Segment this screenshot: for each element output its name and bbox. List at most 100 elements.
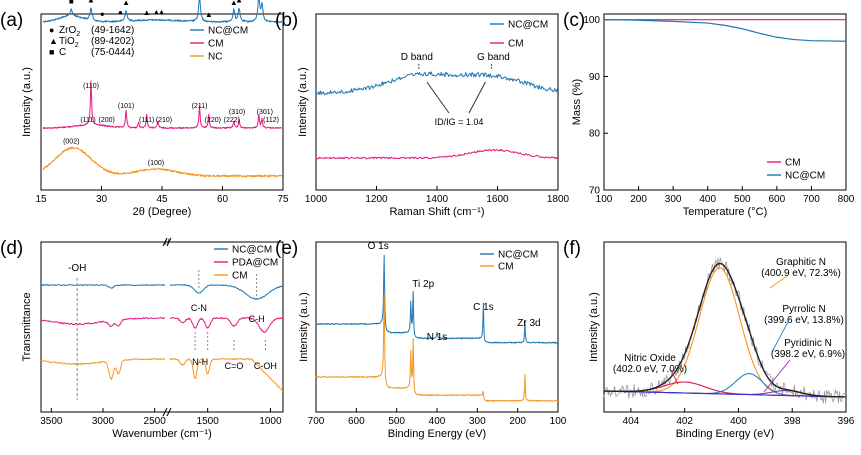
y-tick-label: 90 bbox=[589, 72, 601, 83]
phase-legend-symbol: ■ bbox=[49, 47, 54, 57]
component-label: Graphitic N bbox=[776, 257, 826, 268]
component-label: Pyrrolic N bbox=[782, 304, 825, 315]
phase-legend-card: (75-0444) bbox=[91, 47, 134, 58]
x-tick-label: 500 bbox=[388, 416, 405, 427]
x-tick-label: 1800 bbox=[547, 194, 570, 205]
x-tick-label: 1400 bbox=[426, 194, 449, 205]
band-label: D band bbox=[401, 52, 433, 63]
component-pointer bbox=[771, 317, 791, 353]
x-tick-label: 45 bbox=[156, 194, 168, 205]
peak-annotation: (200) bbox=[99, 117, 115, 124]
x-tick-label: 400 bbox=[429, 416, 446, 427]
series-cm-line bbox=[315, 148, 558, 160]
x-tick-label: 700 bbox=[308, 416, 325, 427]
phase-marker: ▲ bbox=[235, 0, 243, 5]
legend-label: CM bbox=[785, 158, 801, 169]
component-value: (400.9 eV, 72.3%) bbox=[761, 268, 841, 279]
phase-legend-symbol: ● bbox=[49, 25, 54, 35]
legend-label: CM bbox=[508, 39, 524, 50]
phase-marker: ■ bbox=[69, 0, 74, 6]
legend-label: PDA@CM bbox=[232, 258, 278, 269]
x-tick-label: 100 bbox=[550, 416, 567, 427]
phase-marker: ▲ bbox=[143, 8, 151, 17]
panel-label: (c) bbox=[563, 10, 585, 31]
ratio-arrow bbox=[426, 81, 450, 114]
x-axis-label: Raman Shift (cm⁻¹) bbox=[389, 206, 484, 218]
phase-marker: ▲ bbox=[230, 0, 238, 7]
peak-annotation: (112) bbox=[263, 117, 279, 124]
ratio-arrow bbox=[468, 81, 486, 114]
series-nccm-line bbox=[40, 284, 166, 289]
peak-annotation: (301) bbox=[257, 109, 273, 116]
y-axis-label: Intensity (a.u.) bbox=[298, 292, 310, 362]
element-peak-label: C 1s bbox=[473, 302, 494, 313]
envelope-fit-line bbox=[603, 262, 845, 398]
x-tick-label: 404 bbox=[623, 416, 640, 427]
panel-b: (b) Raman Shift (cm⁻¹) Intensity (a.u.) 100… bbox=[275, 10, 570, 218]
legend-label: NC@CM bbox=[785, 171, 825, 182]
panel-label: (a) bbox=[0, 10, 23, 31]
band-label: C-H bbox=[249, 314, 265, 324]
element-peak-label: N 1s bbox=[427, 332, 448, 343]
element-peak-label: O 1s bbox=[368, 241, 389, 252]
x-tick-label: 402 bbox=[676, 416, 693, 427]
baseline-line bbox=[603, 390, 847, 398]
element-peak-label: Ti 2p bbox=[412, 279, 434, 290]
component-label: Nitric Oxide bbox=[624, 353, 676, 364]
peak-annotation: (111) bbox=[80, 117, 95, 124]
axis-break-mark bbox=[162, 237, 168, 247]
phase-marker: ▲ bbox=[122, 0, 130, 7]
y-axis-label: Intensity (a.u.) bbox=[297, 67, 309, 137]
y-axis-label: Intensity (a.u.) bbox=[588, 292, 600, 362]
legend-label: NC bbox=[208, 52, 222, 63]
axis-break-mark bbox=[162, 407, 168, 417]
peak-annotation: (222) bbox=[224, 117, 240, 124]
ratio-label: ID/IG = 1.04 bbox=[435, 117, 484, 127]
peak-annotation: (220) bbox=[205, 117, 221, 124]
peak-annotation: (101) bbox=[118, 103, 134, 110]
x-tick-label: 800 bbox=[838, 194, 855, 205]
phase-legend-label: TiO2 bbox=[59, 36, 79, 49]
legend-label: NC@CM bbox=[208, 26, 248, 37]
plot-frame bbox=[40, 241, 284, 413]
panel-a: (a) 2θ (Degree) Intensity (a.u.) 15 30 45 60 75… bbox=[0, 0, 289, 218]
phase-legend-card: (89-4202) bbox=[91, 36, 134, 47]
panel-c: (c) Temperature (°C) Mass (%) 100 200 300 400 5… bbox=[563, 10, 855, 218]
peak-annotation: (211) bbox=[192, 103, 208, 110]
x-tick-label: 600 bbox=[769, 194, 786, 205]
raw-spectrum-line bbox=[603, 257, 846, 404]
component-value: (399.6 eV, 13.8%) bbox=[764, 315, 844, 326]
axis-break-label: // bbox=[164, 237, 170, 247]
phase-legend-label: ZrO2 bbox=[59, 25, 80, 38]
series-nccm-line bbox=[42, 0, 283, 24]
band-label: -OH bbox=[68, 263, 86, 274]
series-nc-line bbox=[42, 146, 283, 178]
x-tick-label: 400 bbox=[699, 194, 716, 205]
x-axis-label: Temperature (°C) bbox=[683, 206, 767, 218]
x-tick-label: 30 bbox=[96, 194, 108, 205]
y-tick-label: 70 bbox=[589, 186, 601, 197]
x-tick-label: 15 bbox=[35, 194, 47, 205]
series-cm-line bbox=[169, 357, 284, 392]
phase-legend-label: C bbox=[59, 47, 66, 58]
y-tick-label: 100 bbox=[583, 15, 600, 26]
x-axis-label: Wavenumber (cm⁻¹) bbox=[112, 428, 212, 440]
plot-frame bbox=[603, 13, 847, 191]
x-tick-label: 400 bbox=[730, 416, 747, 427]
series-nccm-line bbox=[315, 254, 559, 344]
phase-legend-card: (49-1642) bbox=[91, 25, 134, 36]
legend-label: NC@CM bbox=[498, 250, 538, 261]
x-axis-label: 2θ (Degree) bbox=[133, 206, 192, 218]
x-tick-label: 500 bbox=[734, 194, 751, 205]
series-nccm-line bbox=[169, 284, 284, 300]
peak-annotation: (002) bbox=[63, 139, 79, 146]
phase-marker: ▲ bbox=[158, 8, 166, 17]
band-label: N-H bbox=[192, 357, 208, 367]
peak-annotation: (210) bbox=[156, 117, 172, 124]
x-tick-label: 60 bbox=[217, 194, 229, 205]
element-peak-label: Zr 3d bbox=[517, 318, 540, 329]
phase-marker: ▲ bbox=[205, 10, 213, 19]
legend-label: NC@CM bbox=[508, 20, 548, 31]
x-tick-label: 398 bbox=[784, 416, 801, 427]
